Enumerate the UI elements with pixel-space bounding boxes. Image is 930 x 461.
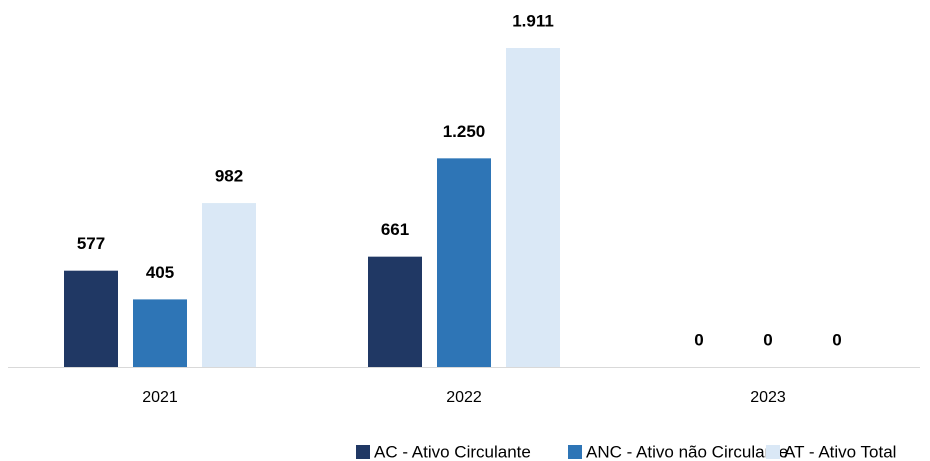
value-label: 1.911 — [512, 11, 554, 30]
bar — [133, 299, 187, 367]
value-label: 0 — [694, 330, 703, 349]
bar — [506, 48, 560, 367]
legend-swatch — [766, 445, 780, 459]
value-label: 0 — [763, 330, 772, 349]
x-tick-label: 2022 — [446, 389, 482, 406]
value-label: 0 — [832, 330, 841, 349]
bar — [437, 158, 491, 367]
value-label: 405 — [146, 263, 174, 282]
legend-label: ANC - Ativo não Circulante — [586, 442, 788, 461]
bar — [368, 256, 422, 367]
bar — [64, 270, 118, 367]
value-label: 577 — [77, 234, 105, 253]
x-tick-label: 2023 — [750, 389, 786, 406]
legend-swatch — [568, 445, 582, 459]
legend-swatch — [356, 445, 370, 459]
x-tick-label: 2021 — [142, 389, 178, 406]
value-label: 1.250 — [443, 122, 486, 141]
value-label: 661 — [381, 220, 409, 239]
legend-label: AC - Ativo Circulante — [374, 442, 531, 461]
value-label: 982 — [215, 167, 243, 186]
bar — [202, 203, 256, 367]
legend-label: AT - Ativo Total — [784, 442, 896, 461]
